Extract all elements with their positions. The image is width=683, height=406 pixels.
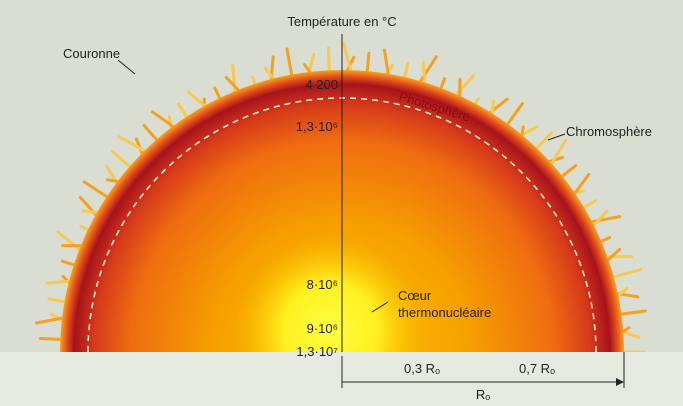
tick-label: 0,7 Rₒ xyxy=(519,361,555,376)
axis-title: Température en °C xyxy=(287,14,396,29)
tick-label: 4 200 xyxy=(305,77,338,92)
tick-label: 0,3 Rₒ xyxy=(404,361,440,376)
tick-label: 8·10⁶ xyxy=(307,277,338,292)
tick-label: 1,3·10⁶ xyxy=(296,119,338,134)
page: Température en °C Couronne Photosphère C… xyxy=(0,0,683,406)
label: Couronne xyxy=(63,46,120,61)
diagram: Température en °C Couronne Photosphère C… xyxy=(0,0,683,406)
tick-label: 1,3·10⁷ xyxy=(296,344,338,359)
tick-label: 9·10⁶ xyxy=(307,321,338,336)
label: Chromosphère xyxy=(566,124,652,139)
axis-label: Rₒ xyxy=(476,387,490,402)
label: Cœur xyxy=(398,288,432,303)
label: thermonucléaire xyxy=(398,305,491,320)
